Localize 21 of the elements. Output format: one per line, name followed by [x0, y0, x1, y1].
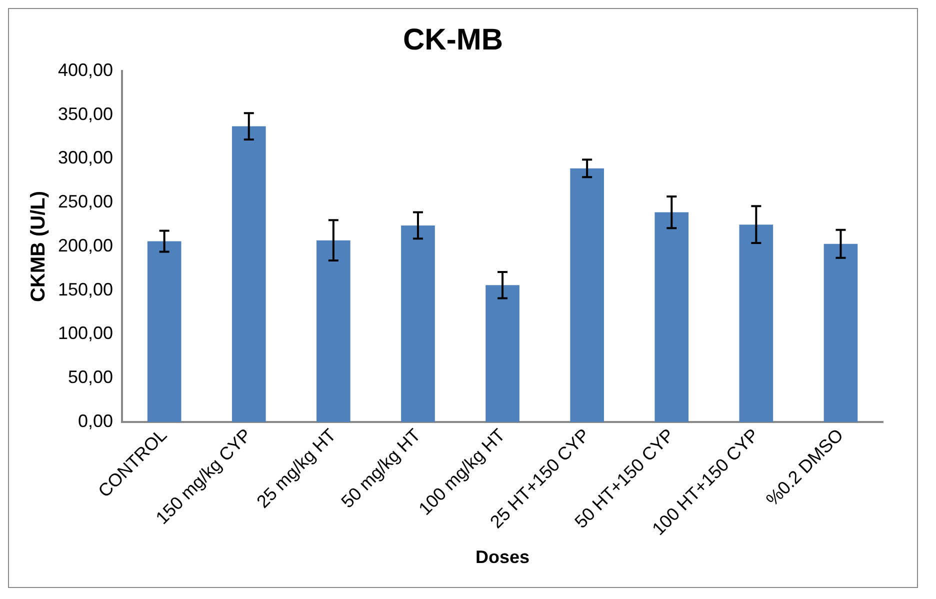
bar: [824, 244, 858, 422]
x-axis-title: Doses: [476, 547, 530, 568]
y-tick-label: 350,00: [58, 104, 114, 124]
y-tick-label: 0,00: [78, 410, 114, 431]
y-tick-label: 50,00: [68, 367, 114, 388]
bar: [570, 168, 604, 422]
bar: [739, 224, 774, 422]
bar: [232, 126, 266, 422]
y-tick-label: 400,00: [58, 60, 114, 80]
y-tick-label: 250,00: [58, 192, 114, 212]
chart-title: CK-MB: [403, 23, 503, 56]
bar: [147, 241, 182, 422]
bar: [654, 212, 689, 422]
y-tick-label: 100,00: [58, 323, 114, 344]
bar: [316, 240, 350, 422]
y-tick-label: 150,00: [58, 279, 114, 300]
bar: [401, 225, 435, 422]
y-axis-title: CKMB (U/L): [28, 190, 50, 302]
y-tick-label: 300,00: [58, 148, 114, 168]
y-tick-label: 200,00: [58, 235, 114, 256]
bar: [486, 285, 520, 422]
